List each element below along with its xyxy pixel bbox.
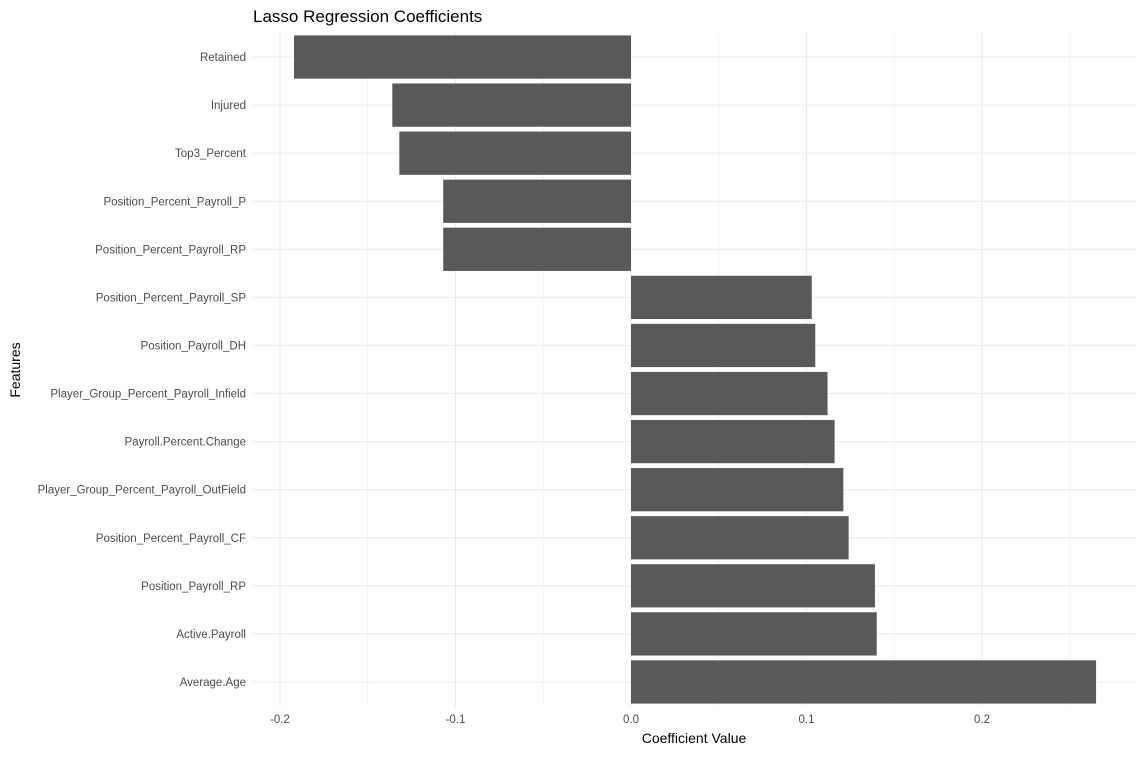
bar-top3-percent (399, 131, 631, 175)
x-tick-label: -0.2 (270, 714, 290, 726)
bar-position-payroll-rp (631, 564, 875, 608)
bar-position-percent-payroll-p (443, 179, 631, 223)
bars (294, 35, 1097, 704)
bar-position-percent-payroll-rp (443, 227, 631, 271)
y-tick-label: Position_Percent_Payroll_SP (96, 292, 247, 304)
x-axis-title: Coefficient Value (642, 730, 747, 746)
bar-position-percent-payroll-sp (631, 275, 812, 320)
bar-injured (392, 83, 631, 127)
y-tick-label: Retained (200, 52, 246, 64)
bar-position-payroll-dh (631, 323, 816, 368)
y-axis-title: Features (7, 342, 23, 397)
bar-position-percent-payroll-cf (631, 516, 849, 560)
bar-player-group-percent-payroll-outfield (631, 468, 844, 512)
y-tick-label: Average.Age (180, 677, 246, 689)
bar-active-payroll (631, 612, 877, 656)
y-tick-label: Position_Payroll_RP (141, 581, 246, 593)
y-tick-label: Injured (211, 100, 246, 112)
y-tick-labels: Retained Injured Top3_Percent Position_Perc… (38, 52, 247, 689)
y-tick-label: Player_Group_Percent_Payroll_OutField (38, 485, 246, 497)
bar-average-age (631, 660, 1097, 704)
y-tick-label: Player_Group_Percent_Payroll_Infield (50, 389, 246, 401)
y-tick-label: Payroll.Percent.Change (125, 437, 246, 449)
x-tick-labels: -0.2 -0.1 0.0 0.1 0.2 (270, 714, 990, 726)
chart-title: Lasso Regression Coefficients (253, 7, 482, 26)
x-tick-label: 0.1 (799, 714, 815, 726)
y-tick-label: Position_Payroll_DH (141, 340, 246, 352)
x-tick-label: 0.0 (623, 714, 639, 726)
bar-player-group-percent-payroll-infield (631, 371, 828, 416)
bar-retained (294, 35, 631, 79)
bar-payroll-percent-change (631, 419, 835, 464)
y-tick-label: Position_Percent_Payroll_RP (95, 244, 246, 256)
y-tick-label: Position_Percent_Payroll_P (103, 196, 246, 208)
y-tick-label: Top3_Percent (175, 148, 247, 160)
y-tick-label: Position_Percent_Payroll_CF (96, 533, 246, 545)
x-tick-label: -0.1 (446, 714, 466, 726)
x-tick-label: 0.2 (974, 714, 990, 726)
y-tick-label: Active.Payroll (176, 629, 246, 641)
